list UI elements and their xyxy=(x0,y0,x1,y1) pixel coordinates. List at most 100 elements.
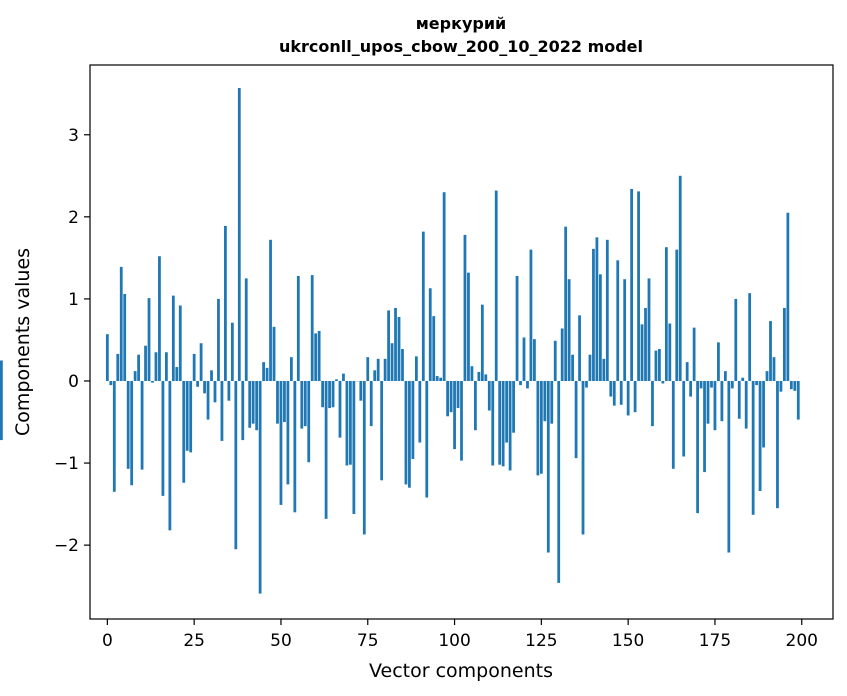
bar-component-103 xyxy=(463,234,467,381)
bar-component-139 xyxy=(588,354,592,381)
bar-component-51 xyxy=(283,380,286,423)
bar-component-35 xyxy=(227,380,231,401)
bar-component-84 xyxy=(397,316,401,381)
bar-component-29 xyxy=(206,380,210,420)
bar-component-183 xyxy=(741,377,745,381)
bar-component-25 xyxy=(192,353,196,381)
bar-component-79 xyxy=(380,380,384,481)
bar-component-12 xyxy=(147,298,151,381)
bar-component-18 xyxy=(168,380,172,531)
bar-component-21 xyxy=(178,305,182,381)
bar-component-96 xyxy=(439,377,443,381)
bar-component-32 xyxy=(217,298,220,381)
bar-component-102 xyxy=(460,380,463,461)
bar-component-56 xyxy=(300,380,304,429)
x-tick-label: 125 xyxy=(525,631,557,651)
bar-component-83 xyxy=(394,307,397,381)
bar-component-128 xyxy=(550,380,554,424)
bar-component-73 xyxy=(359,380,363,401)
bar-component-160 xyxy=(661,380,665,384)
bar-component-129 xyxy=(553,340,557,381)
bar-component-156 xyxy=(647,278,651,381)
bar-component-22 xyxy=(182,380,186,483)
bar-component-27 xyxy=(199,343,203,381)
bar-component-123 xyxy=(533,339,536,381)
bar-component-67 xyxy=(338,380,342,438)
bar-component-88 xyxy=(411,380,415,459)
bar-component-61 xyxy=(317,330,321,381)
bar-component-157 xyxy=(651,380,654,427)
bar-component-4 xyxy=(119,266,123,381)
bar-component-119 xyxy=(519,380,522,386)
bar-component-133 xyxy=(567,279,571,381)
bar-component-89 xyxy=(414,356,418,381)
bar-component-71 xyxy=(352,380,356,514)
bar-component-153 xyxy=(637,191,640,381)
bar-component-190 xyxy=(765,371,769,381)
bar-component-194 xyxy=(779,380,783,392)
bar-component-168 xyxy=(689,380,693,397)
bar-component-192 xyxy=(772,357,776,381)
bar-component-19 xyxy=(171,295,175,381)
bar-component-140 xyxy=(592,248,595,381)
bar-component-60 xyxy=(314,333,318,381)
bar-component-118 xyxy=(515,275,519,381)
bar-component-175 xyxy=(713,380,717,431)
bar-component-184 xyxy=(744,380,748,429)
bar-component-143 xyxy=(602,358,606,381)
bar-component-5 xyxy=(123,293,127,381)
bar-component-40 xyxy=(244,278,248,381)
bar-component-64 xyxy=(328,380,331,409)
x-tick-label: 150 xyxy=(612,631,644,651)
bar-component-94 xyxy=(432,316,436,381)
y-tick-label: −2 xyxy=(54,536,79,556)
bar-component-182 xyxy=(737,380,741,419)
bar-component-199 xyxy=(796,380,800,420)
bar-component-137 xyxy=(581,380,585,535)
bar-component-87 xyxy=(408,380,411,488)
bar-component-195 xyxy=(783,307,786,381)
bar-component-55 xyxy=(296,275,300,381)
bar-component-193 xyxy=(776,380,779,509)
bar-component-49 xyxy=(276,380,279,424)
bar-component-106 xyxy=(474,380,477,431)
bar-component-176 xyxy=(717,342,720,381)
bar-component-174 xyxy=(710,380,713,388)
bar-component-28 xyxy=(203,380,206,394)
y-tick-label: 2 xyxy=(68,208,79,228)
bar-component-36 xyxy=(230,322,234,381)
bar-component-7 xyxy=(130,380,134,486)
bar-component-150 xyxy=(626,380,630,416)
bar-component-159 xyxy=(658,348,661,381)
bar-component-135 xyxy=(574,380,578,459)
bar-component-158 xyxy=(654,350,658,381)
bar-component-130 xyxy=(557,380,561,583)
bar-component-69 xyxy=(345,380,349,466)
bar-component-154 xyxy=(640,324,644,381)
bar-component-62 xyxy=(321,380,325,408)
bar-component-3 xyxy=(116,353,120,381)
bar-component-68 xyxy=(342,373,345,381)
bar-component-165 xyxy=(678,175,682,381)
bar-component-152 xyxy=(633,380,637,413)
bar-component-74 xyxy=(362,380,366,535)
bar-component-131 xyxy=(560,328,564,381)
bar-component-1 xyxy=(109,380,113,386)
bar-component-93 xyxy=(428,288,432,381)
bar-component-111 xyxy=(491,380,495,466)
bar-component-110 xyxy=(487,380,491,411)
bar-component-162 xyxy=(668,323,672,381)
bar-component-45 xyxy=(262,362,265,381)
bar-component-65 xyxy=(331,380,335,408)
bar-component-47 xyxy=(269,239,272,381)
bar-component-164 xyxy=(675,249,679,381)
bar-component-146 xyxy=(612,380,616,406)
bar-component-180 xyxy=(730,380,734,389)
x-tick-label: 0 xyxy=(102,631,113,651)
bar-component-117 xyxy=(512,380,515,433)
bar-component-52 xyxy=(286,380,290,485)
y-axis-ticks: −2 −1 0 1 2 3 xyxy=(54,126,90,556)
bar-component-100 xyxy=(453,380,456,450)
bar-component-92 xyxy=(425,380,429,498)
